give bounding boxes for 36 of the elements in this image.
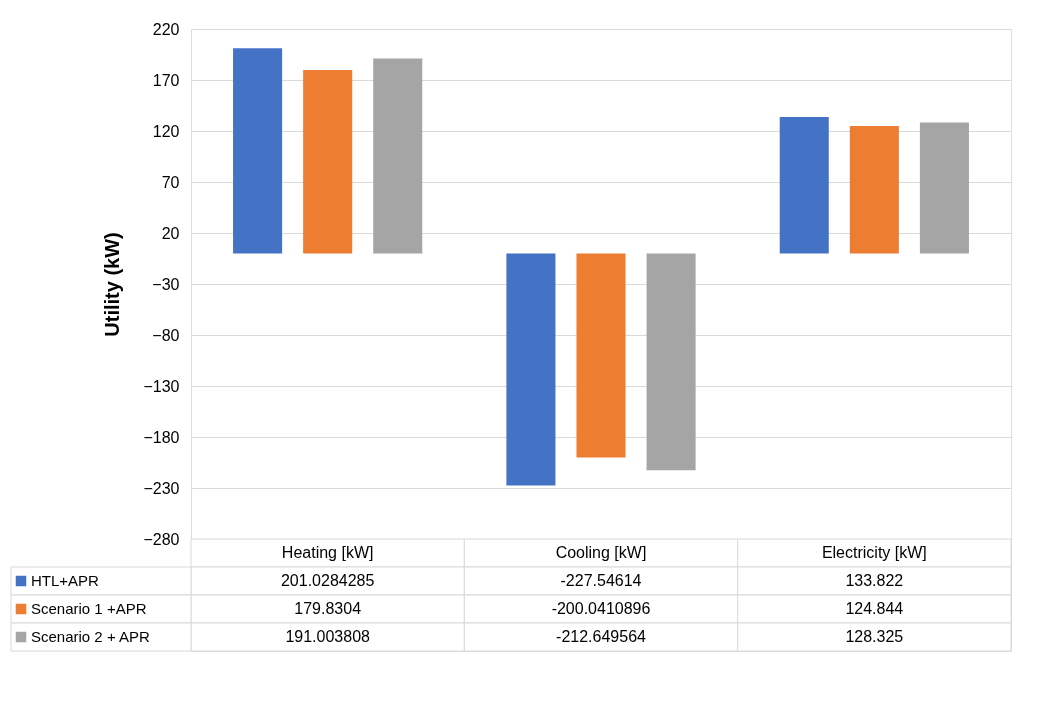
y-tick-label: 220 — [152, 20, 180, 38]
data-label: 133.822 — [845, 572, 904, 589]
data-label: 124.844 — [845, 600, 904, 617]
data-label: 179.8304 — [294, 600, 362, 617]
bar — [373, 58, 423, 254]
y-tick-label: −230 — [143, 479, 180, 497]
bar — [576, 253, 626, 458]
legend-label: Scenario 1 +APR — [31, 600, 147, 617]
bar — [849, 126, 899, 254]
data-label: -200.0410896 — [551, 600, 651, 617]
data-label: -227.54614 — [560, 572, 642, 589]
y-tick-label: −130 — [143, 377, 180, 395]
y-tick-label: −30 — [152, 275, 180, 293]
bar — [646, 253, 696, 471]
y-tick-label: 20 — [161, 224, 180, 242]
y-tick-label: 120 — [152, 122, 180, 140]
legend-label: HTL+APR — [31, 572, 100, 589]
bar — [303, 69, 353, 254]
y-tick-label: 70 — [161, 173, 180, 191]
data-label: -212.649564 — [556, 628, 647, 645]
y-tick-label: −80 — [152, 326, 180, 344]
data-label: 201.0284285 — [280, 572, 375, 589]
y-tick-label: −280 — [143, 530, 180, 548]
x-tick-label: Heating [kW] — [281, 544, 374, 561]
x-tick-label: Electricity [kW] — [821, 544, 927, 561]
legend-label: Scenario 2 + APR — [31, 628, 150, 645]
x-tick-label: Cooling [kW] — [555, 544, 647, 561]
data-label: 191.003808 — [285, 628, 371, 645]
bar — [506, 253, 556, 486]
bar — [919, 122, 969, 254]
bar — [233, 48, 283, 254]
data-label: 128.325 — [845, 628, 904, 645]
bar — [779, 116, 829, 254]
y-tick-label: 170 — [152, 71, 180, 89]
y-tick-label: −180 — [143, 428, 180, 446]
y-axis-title: Utility (kW) — [101, 232, 124, 337]
